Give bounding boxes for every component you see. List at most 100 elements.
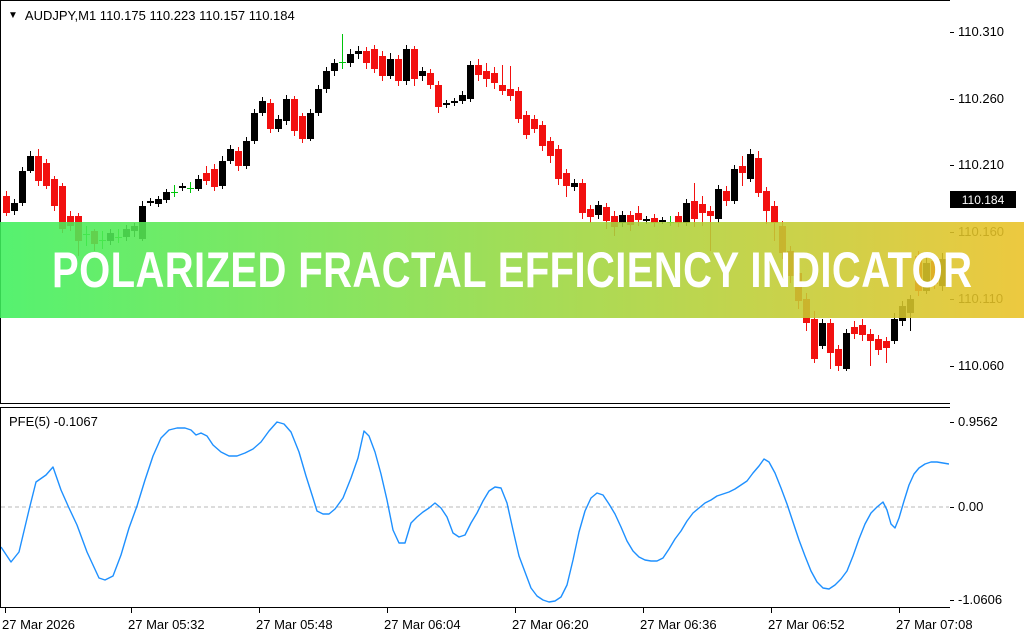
candle-body: [459, 95, 466, 101]
indicator-axis-tick: [950, 507, 954, 508]
candle-body: [43, 163, 50, 186]
candle-body: [507, 89, 514, 96]
indicator-panel: PFE(5) -0.1067: [0, 408, 951, 608]
price-axis-tick: [950, 32, 954, 33]
candle-body: [587, 209, 594, 217]
candle-body: [619, 215, 626, 223]
candle-body: [331, 63, 338, 71]
time-axis-tick: [5, 608, 6, 613]
chart-title: ▼ AUDJPY,M1 110.175 110.223 110.157 110.…: [8, 8, 295, 23]
candle-body: [603, 207, 610, 221]
candle-body: [531, 119, 538, 129]
price-axis-label: 110.060: [958, 358, 1005, 373]
time-axis-label: 27 Mar 07:08: [896, 617, 973, 632]
candle-body: [395, 59, 402, 81]
candle-body: [307, 113, 314, 139]
candle-body: [163, 192, 170, 200]
candle-body: [435, 85, 442, 107]
time-axis-label: 27 Mar 06:20: [512, 617, 589, 632]
candle-body: [851, 327, 858, 334]
candle-body: [483, 71, 490, 79]
indicator-label: PFE(5) -0.1067: [9, 414, 98, 429]
candle-body: [723, 191, 730, 201]
time-axis-label: 27 Mar 06:36: [640, 617, 717, 632]
indicator-axis-label: 0.9562: [958, 414, 998, 429]
candle-body: [883, 341, 890, 348]
candle-body: [499, 85, 506, 91]
pfe-indicator-chart[interactable]: [1, 408, 949, 606]
candle-body: [427, 73, 434, 85]
candle-body: [3, 196, 10, 213]
candle-body: [179, 186, 186, 188]
promo-banner: POLARIZED FRACTAL EFFICIENCY INDICATOR: [0, 222, 1024, 318]
candle-body: [819, 323, 826, 346]
candle-body: [195, 179, 202, 189]
time-axis-tick: [515, 608, 516, 613]
candle-body: [835, 349, 842, 366]
candle-body: [227, 149, 234, 161]
candle-body: [219, 161, 226, 186]
candle-body: [27, 156, 34, 171]
candle-body: [363, 51, 370, 63]
candle-body: [147, 201, 154, 203]
candle-body: [811, 319, 818, 359]
candle-body: [19, 171, 26, 203]
current-price-badge: 110.184: [950, 191, 1016, 208]
candle-body: [771, 206, 778, 223]
candle-body: [555, 149, 562, 179]
symbol-dropdown-icon[interactable]: ▼: [8, 9, 18, 21]
candle-body: [579, 183, 586, 213]
candle-body: [59, 186, 66, 229]
candle-body: [347, 54, 354, 63]
candle-body: [523, 115, 530, 135]
symbol-ohlc-label: AUDJPY,M1 110.175 110.223 110.157 110.18…: [24, 8, 295, 23]
candle-body: [67, 216, 74, 226]
candle-body: [595, 205, 602, 215]
candlestick-chart[interactable]: [1, 1, 949, 402]
price-axis-label: 110.310: [958, 24, 1005, 39]
candle-body: [547, 141, 554, 156]
candle-body: [651, 218, 658, 223]
candle-body: [379, 56, 386, 76]
indicator-axis-tick: [950, 600, 954, 601]
candle-body: [739, 166, 746, 173]
time-axis-label: 27 Mar 2026: [2, 617, 75, 632]
candle-body: [747, 154, 754, 179]
candle-body: [155, 199, 162, 204]
time-axis[interactable]: 27 Mar 2026 27 Mar 05:32 27 Mar 05:48 27 Ma…: [0, 608, 1024, 640]
candle-body: [515, 91, 522, 119]
candle-body: [867, 334, 874, 341]
panel-splitter[interactable]: [0, 403, 950, 408]
candle-body: [643, 219, 650, 221]
candle-body: [323, 71, 330, 89]
price-chart-panel: ▼ AUDJPY,M1 110.175 110.223 110.157 110.…: [0, 0, 951, 404]
candle-body: [315, 89, 322, 113]
candle-body: [467, 65, 474, 99]
candle-body: [571, 183, 578, 187]
time-axis-tick: [899, 608, 900, 613]
price-axis-tick: [950, 99, 954, 100]
candle-body: [539, 125, 546, 146]
candle-body: [611, 216, 618, 227]
candle-body: [251, 113, 258, 141]
time-axis-tick: [131, 608, 132, 613]
price-axis-label: 110.260: [958, 91, 1005, 106]
candle-body: [203, 173, 210, 181]
time-axis-label: 27 Mar 05:32: [128, 617, 205, 632]
time-axis-tick: [643, 608, 644, 613]
candle-body: [627, 215, 634, 225]
candle-body: [875, 339, 882, 350]
candle-body: [419, 71, 426, 76]
candle-body: [563, 173, 570, 186]
price-axis-tick: [950, 165, 954, 166]
candle-body: [691, 201, 698, 219]
pfe-line: [1, 421, 949, 603]
time-axis-tick: [387, 608, 388, 613]
candle-body: [451, 101, 458, 103]
promo-banner-text: POLARIZED FRACTAL EFFICIENCY INDICATOR: [51, 242, 973, 298]
candle-body: [411, 49, 418, 79]
candle-body: [859, 325, 866, 335]
candle-body: [843, 333, 850, 369]
candle-body: [291, 99, 298, 131]
